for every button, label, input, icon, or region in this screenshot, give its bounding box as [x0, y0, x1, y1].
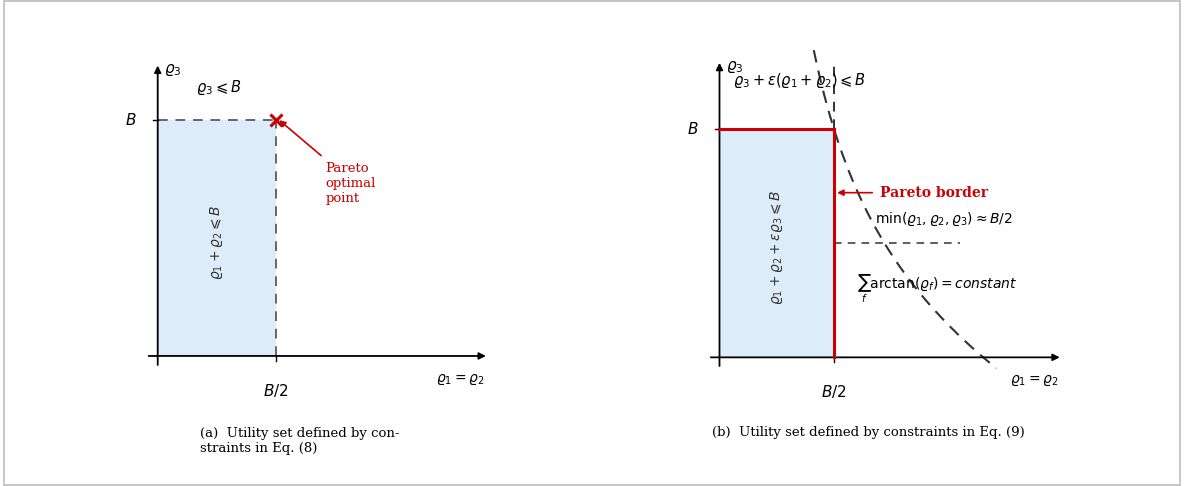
Text: Pareto
optimal
point: Pareto optimal point [326, 162, 377, 205]
Text: $B$: $B$ [688, 121, 699, 137]
Text: $B/2$: $B/2$ [263, 382, 289, 399]
Text: $\sum_f \arctan(\varrho_f) = \mathit{constant}$: $\sum_f \arctan(\varrho_f) = \mathit{con… [857, 273, 1017, 305]
Text: $\varrho_1 = \varrho_2$: $\varrho_1 = \varrho_2$ [436, 372, 484, 387]
Text: (a)  Utility set defined by con-
straints in Eq. (8): (a) Utility set defined by con- straints… [200, 427, 399, 455]
Text: $\varrho_3 \leqslant B$: $\varrho_3 \leqslant B$ [195, 78, 240, 97]
Text: $\varrho_3 + \varepsilon(\varrho_1 + \varrho_2) \leqslant B$: $\varrho_3 + \varepsilon(\varrho_1 + \va… [733, 71, 867, 90]
Text: $\varrho_3$: $\varrho_3$ [726, 59, 744, 75]
Text: Pareto border: Pareto border [880, 186, 987, 200]
Bar [720, 129, 834, 357]
Text: $\varrho_1 = \varrho_2$: $\varrho_1 = \varrho_2$ [1010, 373, 1058, 388]
Text: $B$: $B$ [124, 111, 136, 127]
Text: $\varrho_1 + \varrho_2 + \varepsilon\varrho_3 \leqslant B$: $\varrho_1 + \varrho_2 + \varepsilon\var… [768, 190, 785, 305]
Text: $B/2$: $B/2$ [822, 382, 847, 399]
Text: (b)  Utility set defined by constraints in Eq. (9): (b) Utility set defined by constraints i… [712, 426, 1024, 439]
Text: $\varrho_1 + \varrho_2 \leqslant B$: $\varrho_1 + \varrho_2 \leqslant B$ [208, 205, 225, 280]
Bar [157, 120, 276, 356]
Text: $\min(\varrho_1, \varrho_2, \varrho_3) \approx B/2$: $\min(\varrho_1, \varrho_2, \varrho_3) \… [875, 210, 1012, 228]
Text: $\varrho_3$: $\varrho_3$ [165, 62, 182, 78]
